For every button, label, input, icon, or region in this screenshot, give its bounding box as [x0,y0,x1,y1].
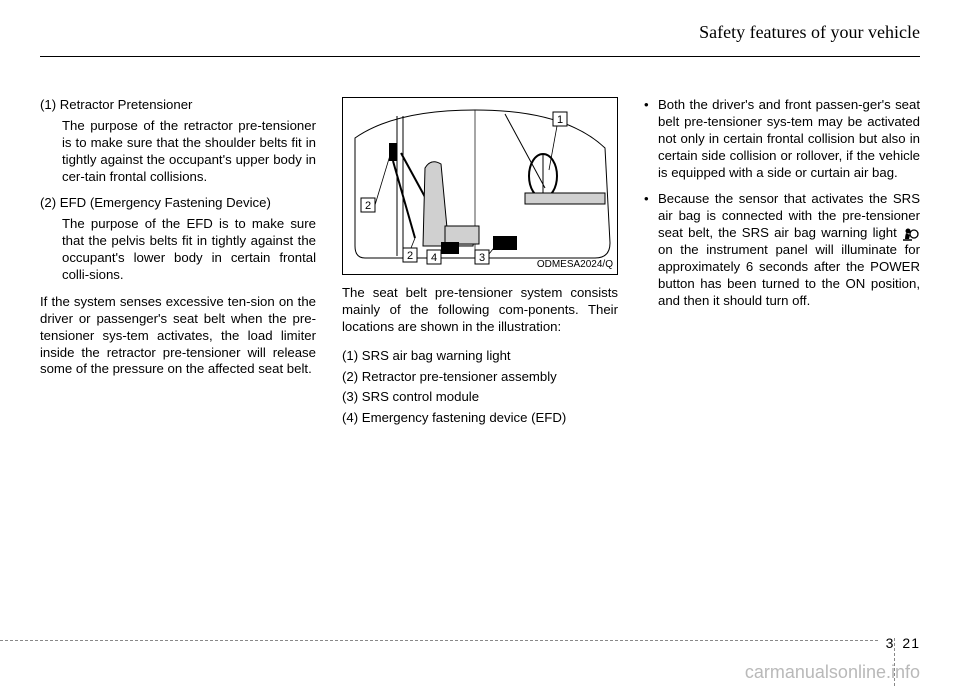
callout-4: 4 [431,252,437,264]
watermark-text: carmanualsonline.info [745,662,920,683]
page-header: Safety features of your vehicle [40,0,920,57]
page-num: 21 [898,635,920,651]
item1-label: (1) Retractor Pretensioner [40,97,316,114]
page-number: 321 [886,635,920,651]
callout-2a: 2 [365,200,371,212]
content-area: (1) Retractor Pretensioner The purpose o… [0,57,960,431]
item2-desc: The purpose of the EFD is to make sure t… [40,216,316,284]
num-item-2: (2) Retractor pre-tensioner assembly [342,369,618,386]
figure-code: ODMESA2024/Q [537,259,613,272]
col1-para: If the system senses excessive ten-sion … [40,294,316,378]
airbag-warning-icon [902,227,920,241]
column-2: 1 2 2 4 3 ODMESA2024/Q The se [342,97,618,431]
callout-3: 3 [479,252,485,264]
column-1: (1) Retractor Pretensioner The purpose o… [40,97,316,431]
bullet-2: Because the sensor that activates the SR… [644,191,920,309]
numbered-list: (1) SRS air bag warning light (2) Retrac… [342,348,618,428]
num-item-1: (1) SRS air bag warning light [342,348,618,365]
list-item-1: (1) Retractor Pretensioner The purpose o… [40,97,316,185]
illustration-figure: 1 2 2 4 3 ODMESA2024/Q [342,97,618,275]
bullet-2-part-a: Because the sensor that activates the SR… [658,191,920,240]
list-item-2: (2) EFD (Emergency Fastening Device) The… [40,195,316,283]
callout-2b: 2 [407,250,413,262]
column-3: Both the driver's and front passen-ger's… [644,97,920,431]
dashed-horizontal-line [0,640,878,641]
section-number: 3 [886,635,899,651]
car-diagram-svg: 1 2 2 4 3 [343,98,617,274]
num-item-4: (4) Emergency fastening device (EFD) [342,410,618,427]
callout-1: 1 [557,114,563,126]
bullet-1: Both the driver's and front passen-ger's… [644,97,920,181]
num-item-3: (3) SRS control module [342,389,618,406]
item2-label: (2) EFD (Emergency Fastening Device) [40,195,316,212]
bullet-2-part-b: on the instrument panel will illuminate … [658,242,920,308]
item1-desc: The purpose of the retractor pre-tension… [40,118,316,186]
section-title: Safety features of your vehicle [699,22,920,43]
col2-intro: The seat belt pre-tensioner system consi… [342,285,618,336]
